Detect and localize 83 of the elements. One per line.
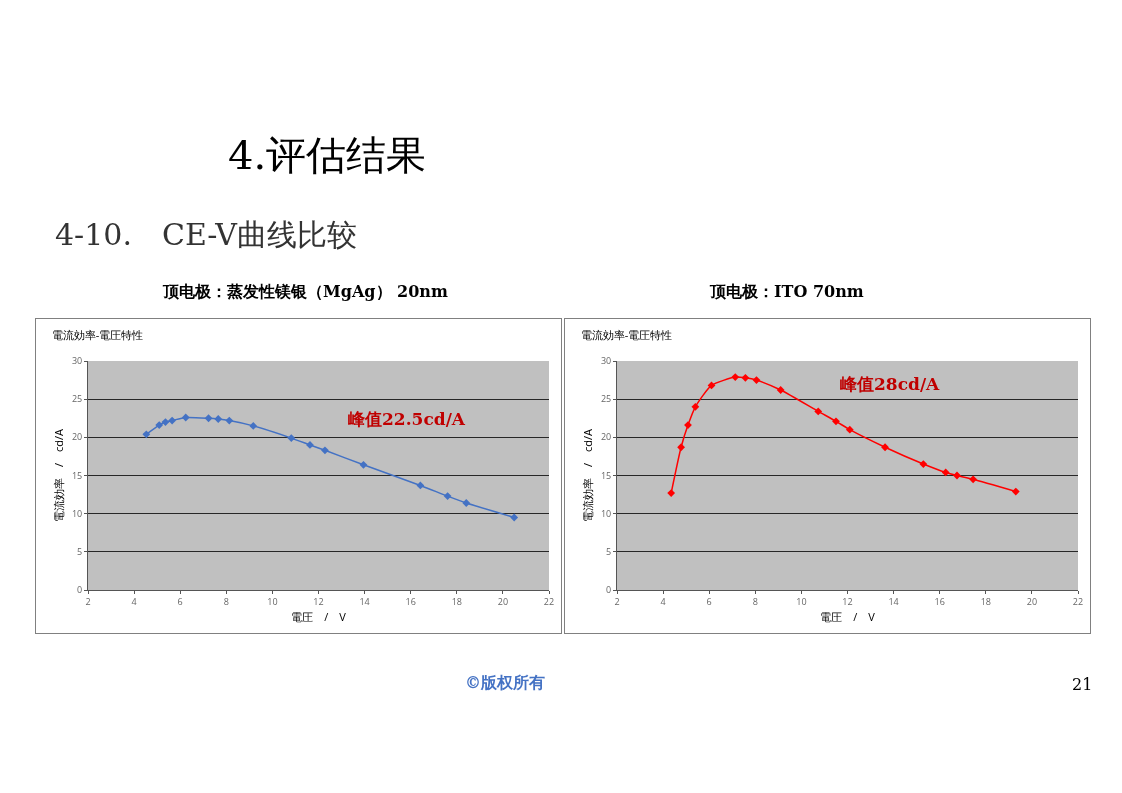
- y-axis-title: 電流効率 / cd/A: [50, 428, 66, 523]
- y-tick-label: 0: [606, 583, 612, 597]
- y-tick-label: 10: [71, 506, 83, 520]
- point: [832, 417, 840, 426]
- point: [776, 386, 785, 394]
- point: [214, 415, 223, 423]
- x-axis-title: 電圧 / V: [291, 609, 347, 624]
- x-tick-label: 14: [888, 594, 899, 608]
- point: [155, 421, 164, 430]
- y-tick-label: 20: [600, 430, 612, 444]
- x-tick-label: 2: [85, 594, 91, 608]
- point: [919, 460, 928, 468]
- y-tick-label: 5: [606, 544, 612, 558]
- x-tick-label: 10: [267, 594, 278, 608]
- text: 4.评估结果: [228, 131, 427, 180]
- y-tick-label: 30: [600, 354, 612, 368]
- point: [249, 421, 258, 430]
- point: [510, 513, 519, 522]
- y-tick-label: 15: [71, 468, 83, 482]
- y-tick-label: 25: [71, 392, 83, 406]
- x-tick-label: 18: [980, 594, 991, 608]
- point: [845, 425, 854, 434]
- point: [814, 407, 823, 416]
- point: [684, 421, 692, 430]
- x-tick-label: 8: [223, 594, 229, 608]
- y-tick-label: 0: [77, 583, 83, 597]
- y-tick-label: 20: [71, 430, 83, 444]
- y-axis-title: 電流効率 / cd/A: [579, 428, 595, 523]
- y-tick-label: 10: [600, 506, 612, 520]
- text: 21: [1072, 675, 1093, 694]
- x-tick-label: 16: [405, 594, 416, 608]
- x-tick-label: 22: [543, 594, 555, 608]
- x-tick-label: 14: [359, 594, 370, 608]
- point: [321, 446, 329, 455]
- x-tick-label: 12: [842, 594, 853, 608]
- y-tick-label: 5: [77, 544, 83, 558]
- point: [677, 443, 685, 452]
- point: [204, 414, 213, 423]
- x-tick-label: 20: [1026, 594, 1038, 608]
- y-tick-label: 15: [600, 468, 612, 482]
- point: [142, 430, 151, 439]
- x-tick-label: 6: [706, 594, 712, 608]
- annotation: 峰值22.5cd/A: [348, 409, 466, 429]
- point: [969, 475, 978, 484]
- point: [161, 418, 170, 426]
- point: [731, 373, 740, 381]
- x-tick-label: 10: [796, 594, 807, 608]
- x-tick-label: 2: [614, 594, 620, 608]
- point: [881, 443, 889, 452]
- x-tick-label: 4: [660, 594, 666, 608]
- point: [225, 416, 234, 425]
- chart-subtitle: 顶电极：ITO 70nm: [710, 282, 864, 303]
- x-tick-label: 18: [451, 594, 462, 608]
- annotation: 峰值28cd/A: [840, 374, 941, 394]
- point: [953, 471, 961, 480]
- chart-title: 電流効率-電圧特性: [580, 327, 673, 343]
- y-tick-label: 30: [71, 354, 83, 368]
- text: ©版权所有: [465, 673, 545, 694]
- point: [752, 376, 761, 384]
- point: [667, 489, 676, 497]
- x-tick-label: 12: [313, 594, 324, 608]
- x-tick-label: 8: [752, 594, 758, 608]
- x-tick-label: 22: [1072, 594, 1084, 608]
- point: [741, 373, 750, 382]
- point: [168, 416, 177, 425]
- point: [691, 402, 700, 411]
- point: [181, 413, 190, 422]
- point: [462, 499, 471, 507]
- point: [416, 481, 425, 490]
- chart-subtitle: 顶电极：蒸发性镁银（MgAg） 20nm: [163, 282, 448, 303]
- point: [359, 460, 368, 469]
- point: [443, 492, 452, 501]
- point: [1011, 487, 1020, 496]
- x-tick-label: 20: [497, 594, 509, 608]
- x-tick-label: 16: [934, 594, 945, 608]
- x-tick-label: 4: [131, 594, 137, 608]
- text: 4-10. CE-V曲线比较: [55, 216, 357, 254]
- chart-title: 電流効率-電圧特性: [51, 327, 144, 343]
- x-axis-title: 電圧 / V: [820, 609, 876, 624]
- point: [287, 434, 296, 442]
- y-tick-label: 25: [600, 392, 612, 406]
- point: [941, 468, 950, 477]
- x-tick-label: 6: [177, 594, 183, 608]
